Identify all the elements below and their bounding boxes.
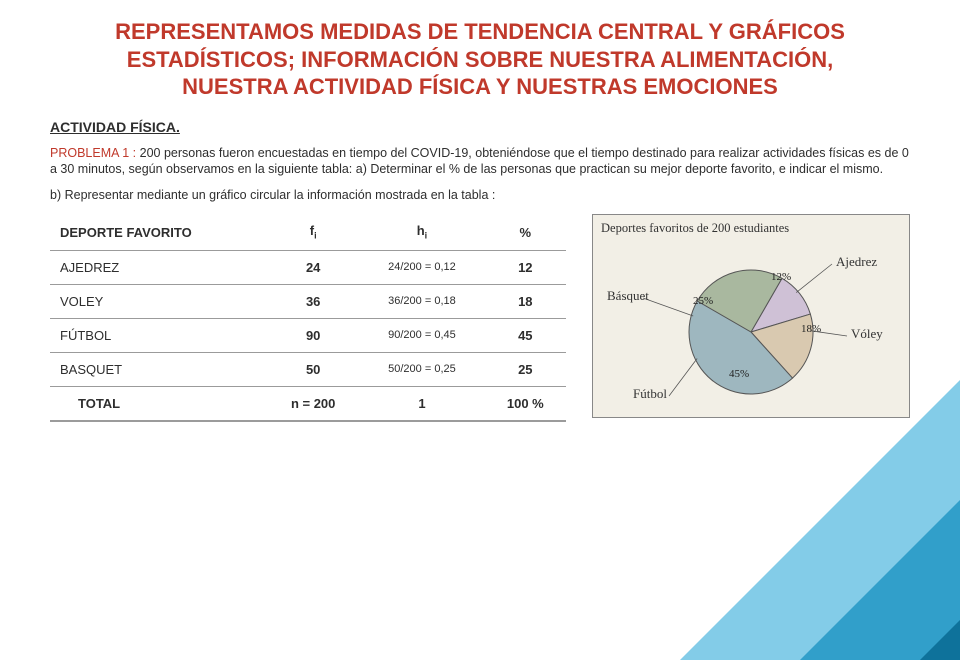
frequency-table: DEPORTE FAVORITO fi hi % AJEDREZ2424/200… xyxy=(50,214,566,422)
cell-pct: 25 xyxy=(485,352,566,386)
cell-sport: AJEDREZ xyxy=(50,250,267,284)
cell-total-fi: n = 200 xyxy=(267,386,359,421)
pie-pct-fútbol: 45% xyxy=(729,368,749,380)
table-header-row: DEPORTE FAVORITO fi hi % xyxy=(50,214,566,250)
table-row: BASQUET5050/200 = 0,2525 xyxy=(50,352,566,386)
pie-pct-vóley: 18% xyxy=(801,323,821,335)
section-label: ACTIVIDAD FÍSICA. xyxy=(50,119,910,135)
table-row: AJEDREZ2424/200 = 0,1212 xyxy=(50,250,566,284)
col-fi: fi xyxy=(267,214,359,250)
cell-total-label: TOTAL xyxy=(50,386,267,421)
cell-total-hi: 1 xyxy=(359,386,484,421)
cell-fi: 50 xyxy=(267,352,359,386)
part-b-text: b) Representar mediante un gráfico circu… xyxy=(50,188,910,202)
page-title: REPRESENTAMOS MEDIDAS DE TENDENCIA CENTR… xyxy=(80,18,880,101)
col-sport: DEPORTE FAVORITO xyxy=(50,214,267,250)
table-row: VOLEY3636/200 = 0,1818 xyxy=(50,284,566,318)
pie-label-vóley: Vóley xyxy=(851,326,883,341)
cell-pct: 18 xyxy=(485,284,566,318)
pie-chart: Ajedrez 12% Vóley 18% Fútbol 45% Básquet 25% xyxy=(601,242,901,407)
cell-total-pct: 100 % xyxy=(485,386,566,421)
cell-hi: 90/200 = 0,45 xyxy=(359,318,484,352)
pie-title: Deportes favoritos de 200 estudiantes xyxy=(601,221,901,236)
problem-text: 200 personas fueron encuestadas en tiemp… xyxy=(50,146,909,177)
cell-hi: 36/200 = 0,18 xyxy=(359,284,484,318)
problem-lead: PROBLEMA 1 : xyxy=(50,146,140,160)
cell-pct: 45 xyxy=(485,318,566,352)
col-hi: hi xyxy=(359,214,484,250)
cell-hi: 50/200 = 0,25 xyxy=(359,352,484,386)
table-row: FÚTBOL9090/200 = 0,4545 xyxy=(50,318,566,352)
cell-pct: 12 xyxy=(485,250,566,284)
pie-chart-card: Deportes favoritos de 200 estudiantes Aj… xyxy=(592,214,910,418)
pie-label-ajedrez: Ajedrez xyxy=(836,254,877,269)
col-pct: % xyxy=(485,214,566,250)
cell-fi: 36 xyxy=(267,284,359,318)
cell-fi: 90 xyxy=(267,318,359,352)
problem-intro: PROBLEMA 1 : 200 personas fueron encuest… xyxy=(50,145,910,179)
cell-sport: BASQUET xyxy=(50,352,267,386)
cell-sport: VOLEY xyxy=(50,284,267,318)
cell-fi: 24 xyxy=(267,250,359,284)
pie-label-fútbol: Fútbol xyxy=(633,386,667,401)
pie-pct-básquet: 25% xyxy=(693,295,713,307)
pie-pct-ajedrez: 12% xyxy=(771,271,791,283)
cell-sport: FÚTBOL xyxy=(50,318,267,352)
table-total-row: TOTALn = 2001100 % xyxy=(50,386,566,421)
pie-label-básquet: Básquet xyxy=(607,288,649,303)
cell-hi: 24/200 = 0,12 xyxy=(359,250,484,284)
